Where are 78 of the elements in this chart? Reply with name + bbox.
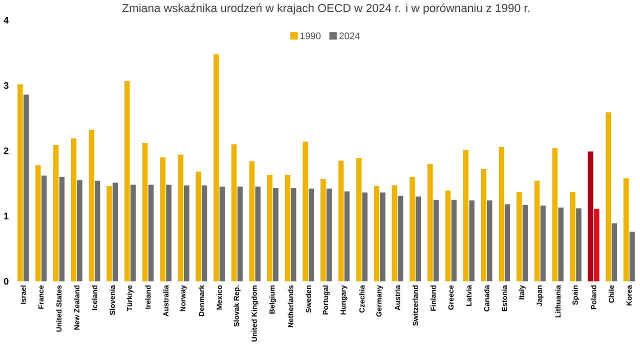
y-tick-label: 0 [4,278,8,284]
bar [273,188,278,282]
bar [202,185,208,282]
bar [53,144,58,282]
bar [178,154,184,282]
bar [362,192,368,282]
bar [392,185,398,282]
bar [214,54,219,282]
chart-title: Zmiana wskaźnika urodzeń w krajach OECD w 2024 r. i w porównaniu z 1990 r. [122,3,530,14]
bar [623,178,629,282]
bar [308,188,314,282]
bar [451,200,457,282]
bar [552,148,558,282]
y-tick-label: 4 [4,16,9,24]
bar [196,171,202,282]
bar [338,160,344,282]
bar [320,178,326,282]
bar [380,192,386,282]
bar [522,204,528,282]
bar [326,188,332,282]
bar [284,174,290,282]
bar [576,208,582,282]
bar [594,208,600,282]
bar [630,231,635,282]
bar [59,176,65,282]
bar [166,184,172,282]
bar [504,204,510,282]
legend-label: 1990 [300,32,321,39]
bar [94,180,100,282]
bar [516,192,522,282]
bar [498,146,504,282]
bar [588,151,594,282]
bar [558,207,564,282]
bar [249,161,255,282]
y-tick-label: 1 [4,212,9,220]
bar [480,168,486,282]
bar [70,138,76,282]
bar [534,180,540,282]
bar [130,184,136,282]
bar [356,158,362,282]
bar [416,196,422,282]
y-tick-label: 2 [4,147,8,154]
bar [433,200,439,282]
bar [220,186,225,282]
bar [302,141,308,282]
bar [112,182,118,282]
bar [255,186,261,282]
bar [17,84,23,282]
bar [612,223,618,282]
bar [160,157,166,282]
bar [445,190,451,282]
bar [398,196,404,282]
y-tick-label: 3 [4,82,8,89]
bar [427,164,433,282]
bar [24,94,29,282]
bar [106,186,112,282]
bar [606,112,612,282]
bar [77,180,82,282]
bar [41,175,47,282]
bar [463,150,468,282]
bar [184,185,190,282]
bar [570,192,576,282]
bar [267,174,272,282]
legend-label: 2024 [339,32,360,39]
bar [410,176,415,282]
bar [540,205,546,282]
bar [35,164,41,282]
bar [124,80,130,282]
bar [88,130,94,282]
bar [231,144,237,282]
bar [148,184,154,282]
bar [486,200,492,282]
bar [469,200,474,282]
bar [290,188,296,282]
bar [374,186,380,282]
bar [344,191,350,282]
bar [142,142,148,282]
bar [237,186,243,282]
